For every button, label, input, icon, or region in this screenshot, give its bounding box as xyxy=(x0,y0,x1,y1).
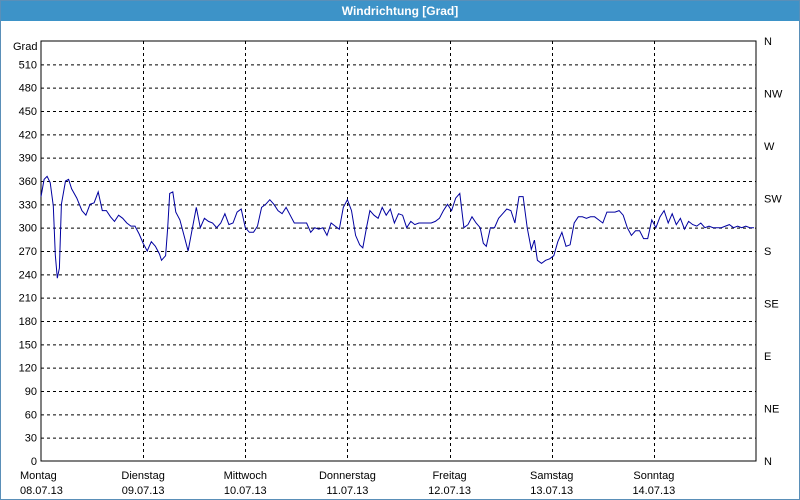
y-tick-label: 30 xyxy=(25,433,37,445)
x-tick-weekday: Montag xyxy=(20,470,57,482)
right-tick-label: N xyxy=(764,36,772,48)
x-tick-weekday: Freitag xyxy=(432,470,466,482)
x-tick-date: 11.07.13 xyxy=(326,485,368,497)
x-tick-weekday: Mittwoch xyxy=(224,470,267,482)
series-layer xyxy=(40,175,754,279)
right-tick-label: N xyxy=(764,456,772,468)
right-tick-label: NW xyxy=(764,89,783,101)
y-tick-label: 90 xyxy=(25,386,37,398)
y-tick-label: 240 xyxy=(19,269,37,281)
right-tick-label: W xyxy=(764,141,775,153)
x-tick-date: 12.07.13 xyxy=(428,485,471,497)
x-tick-date: 14.07.13 xyxy=(632,485,675,497)
y-tick-label: 120 xyxy=(19,363,37,375)
x-tick-date: 09.07.13 xyxy=(122,485,165,497)
x-tick-date: 13.07.13 xyxy=(530,485,573,497)
wind-direction-line xyxy=(40,175,754,279)
y-tick-label: 300 xyxy=(19,223,37,235)
y-tick-label: 0 xyxy=(31,456,37,468)
y-tick-label: 60 xyxy=(25,409,37,421)
right-axis-ticks: NNEESESSWWNWNNEESES xyxy=(764,36,783,468)
right-tick-label: S xyxy=(764,246,771,258)
right-tick-label: SW xyxy=(764,194,782,206)
right-tick-label: SE xyxy=(764,299,779,311)
y-tick-label: 150 xyxy=(19,339,37,351)
x-tick-weekday: Samstag xyxy=(530,470,573,482)
y-tick-label: 420 xyxy=(19,129,37,141)
x-axis-ticks: Montag 08.07.13 Dienstag 09.07.13 Mittwoch 10… xyxy=(20,470,675,497)
y-tick-label: 390 xyxy=(19,153,37,165)
y-tick-label: 510 xyxy=(19,59,37,71)
y-tick-label: 180 xyxy=(19,316,37,328)
y-tick-label: 360 xyxy=(19,176,37,188)
x-tick-date: 08.07.13 xyxy=(20,485,63,497)
y-tick-label: 330 xyxy=(19,199,37,211)
y-axis-ticks: 0 30 60 90 120 150 180 210 240 270 300 330 360 390 420… xyxy=(19,59,37,468)
y-tick-label: 270 xyxy=(19,246,37,258)
right-tick-label: E xyxy=(764,351,771,363)
window-title: Windrichtung [Grad] xyxy=(1,1,799,21)
y-tick-label: 210 xyxy=(19,293,37,305)
y-tick-label: 480 xyxy=(19,83,37,95)
y-axis-label: Grad xyxy=(13,41,37,53)
y-tick-label: 450 xyxy=(19,106,37,118)
x-tick-weekday: Sonntag xyxy=(633,470,674,482)
x-tick-weekday: Dienstag xyxy=(121,470,164,482)
x-tick-date: 10.07.13 xyxy=(224,485,267,497)
gridlines xyxy=(41,41,756,461)
x-tick-weekday: Donnerstag xyxy=(319,470,376,482)
right-tick-label: NE xyxy=(764,404,779,416)
